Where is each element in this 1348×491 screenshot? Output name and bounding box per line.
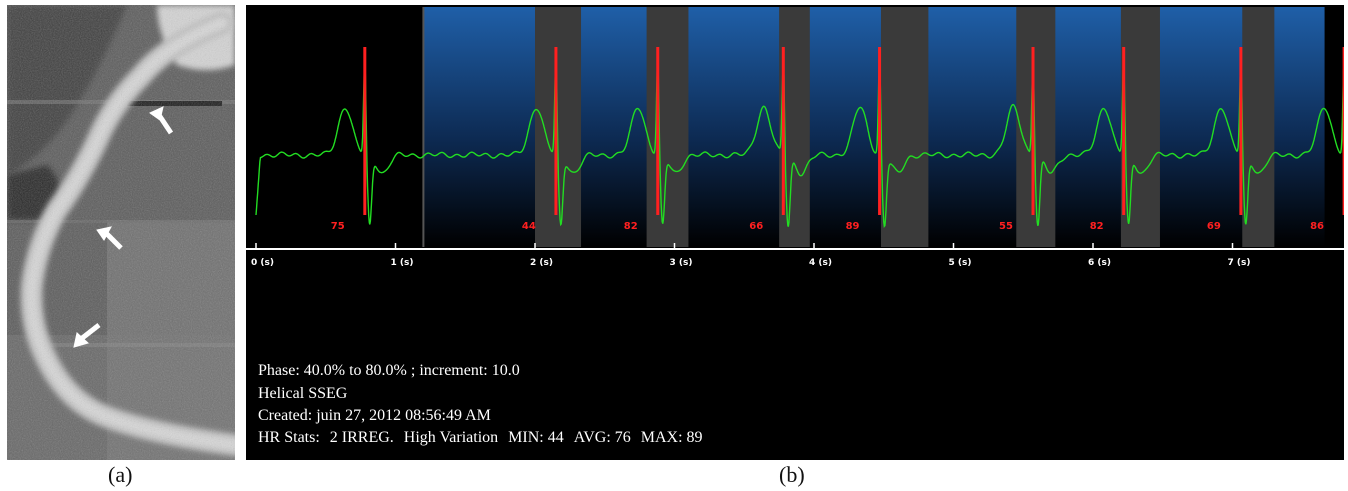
ct-image-panel	[7, 5, 235, 460]
hr-min: MIN: 44	[508, 429, 564, 446]
r-peak-marker	[1031, 47, 1035, 215]
time-tick-label: 3 (s)	[670, 258, 693, 268]
caption-b: (b)	[779, 462, 805, 487]
reconstruction-window	[646, 7, 689, 247]
created-timestamp: Created: juin 27, 2012 08:56:49 AM	[258, 407, 491, 424]
heart-rate-label: 82	[624, 221, 638, 232]
stenosis-arrow-2	[96, 226, 123, 250]
ct-image	[7, 5, 235, 460]
heart-rate-label: 66	[749, 221, 763, 232]
time-tick-label: 4 (s)	[809, 258, 832, 268]
scan-mode: Helical SSEG	[258, 385, 348, 402]
hr-max: MAX: 89	[640, 429, 703, 446]
heart-rate-label: 89	[846, 221, 860, 232]
hr-irregular: 2 IRREG.	[329, 429, 394, 446]
r-peak-marker	[656, 47, 660, 215]
r-peak-marker	[1122, 47, 1126, 215]
hr-variation: High Variation	[403, 429, 499, 446]
r-peak-marker	[1342, 47, 1344, 215]
r-peak-marker	[554, 47, 558, 215]
r-peak-marker	[363, 47, 367, 215]
time-tick-label: 2 (s)	[530, 258, 553, 268]
phase-info: Phase: 40.0% to 80.0% ; increment: 10.0	[258, 362, 520, 379]
ecg-trace	[255, 62, 1344, 228]
acquisition-start-line	[422, 7, 425, 247]
reconstruction-window	[880, 7, 929, 247]
time-tick-label: 7 (s)	[1228, 258, 1251, 268]
r-peak-marker	[1239, 47, 1243, 215]
heart-rate-label: 44	[522, 221, 536, 232]
r-peak-marker	[878, 47, 882, 215]
time-tick-label: 6 (s)	[1088, 258, 1111, 268]
caption-a: (a)	[108, 462, 133, 487]
time-tick-label: 0 (s)	[251, 258, 274, 268]
r-peak-marker	[781, 47, 785, 215]
heart-rate-label: 75	[331, 221, 345, 232]
reconstruction-window	[1016, 7, 1056, 247]
heart-rate-label: 82	[1090, 221, 1104, 232]
heart-rate-label: 55	[999, 221, 1013, 232]
ecg-panel: 75 44 82 66 89 55 82 69 86 0 (s) 1 (s) 2 (s) 3 (s) 4…	[246, 5, 1344, 460]
heart-rate-label: 69	[1207, 221, 1221, 232]
hr-stats: HR Stats: 2 IRREG. High Variation MIN: 44 AV…	[258, 429, 713, 447]
time-tick-label: 5 (s)	[949, 258, 972, 268]
stenosis-arrow-1	[149, 106, 174, 135]
hr-avg: AVG: 76	[573, 429, 631, 446]
ecg-chart: 75 44 82 66 89 55 82 69 86 0 (s) 1 (s) 2 (s) 3 (s) 4…	[246, 7, 1344, 268]
hr-stats-label: HR Stats:	[258, 429, 320, 446]
heart-rate-label: 86	[1310, 221, 1324, 232]
time-tick-label: 1 (s)	[391, 258, 414, 268]
stenosis-arrow-3	[73, 323, 101, 348]
